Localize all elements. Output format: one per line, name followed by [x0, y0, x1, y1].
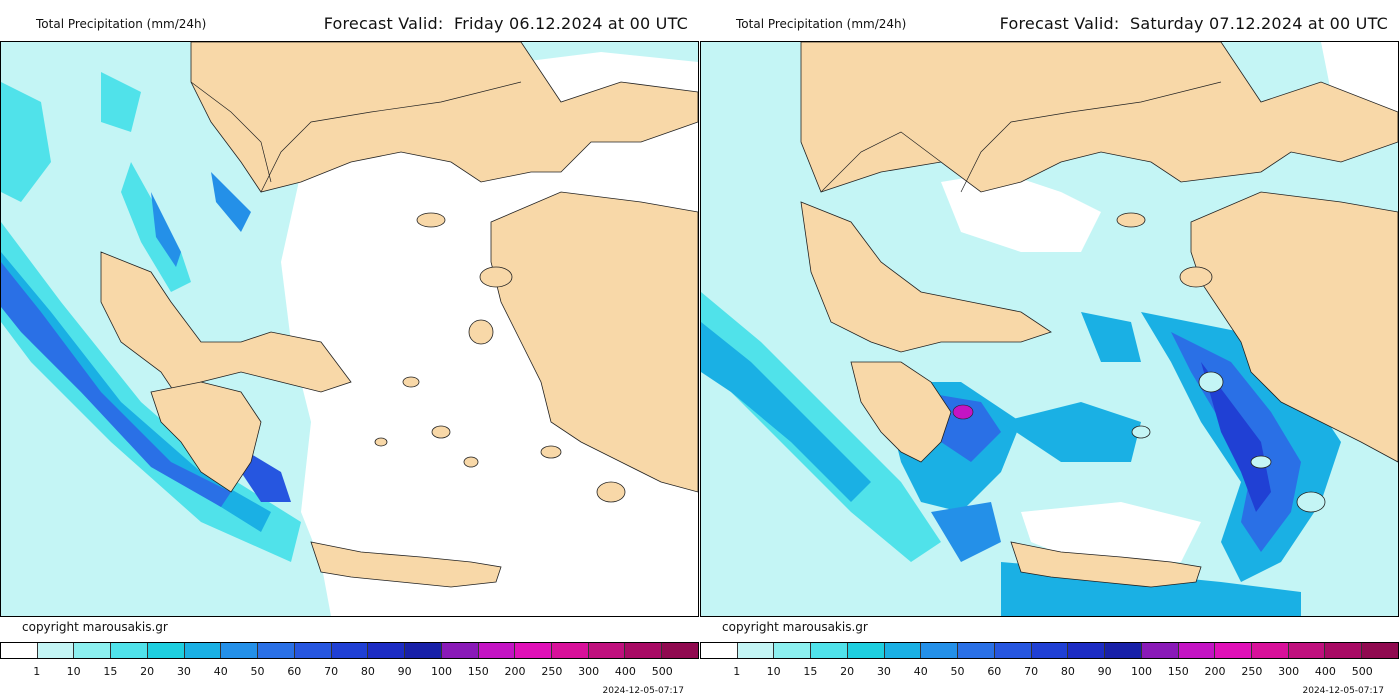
- legend-swatch: [1325, 643, 1363, 658]
- legend-tick-label: 1: [33, 665, 41, 678]
- legend-tick-label: 50: [950, 665, 965, 678]
- legend-tick-label: 70: [1024, 665, 1039, 678]
- legend-tick-label: 40: [213, 665, 228, 678]
- legend-swatch: [478, 643, 516, 658]
- legend-tick-label: 10: [766, 665, 781, 678]
- precipitation-legend-bar: [0, 642, 699, 659]
- legend-swatch: [847, 643, 885, 658]
- legend-tick-label: 90: [397, 665, 412, 678]
- legend-ticks: 1 10 15 20 30 40 50 60 70 80 90 100 150 200 250 300 400 5…: [700, 665, 1399, 679]
- legend-swatch: [588, 643, 626, 658]
- legend-swatch: [737, 643, 775, 658]
- legend-tick-label: 300: [578, 665, 600, 678]
- legend-swatch: [221, 643, 259, 658]
- legend-swatch: [921, 643, 959, 658]
- legend-swatch: [405, 643, 442, 658]
- legend-tick-label: 500: [651, 665, 673, 678]
- legend-tick-label: 60: [987, 665, 1002, 678]
- legend-tick-label: 30: [876, 665, 891, 678]
- legend-tick-label: 150: [1167, 665, 1189, 678]
- legend-tick-label: 400: [1314, 665, 1336, 678]
- legend-swatch: [958, 643, 995, 658]
- legend-swatch: [774, 643, 812, 658]
- panel-title: Total Precipitation (mm/24h): [36, 17, 207, 31]
- copyright-label: copyright marousakis.gr: [722, 620, 868, 634]
- legend-tick-label: 150: [467, 665, 489, 678]
- legend-swatch: [1178, 643, 1216, 658]
- legend-tick-label: 100: [430, 665, 452, 678]
- legend-tick-label: 40: [913, 665, 928, 678]
- precipitation-map: [700, 41, 1399, 617]
- legend-tick-label: 1: [733, 665, 741, 678]
- legend-swatch: [294, 643, 332, 658]
- legend-tick-label: 20: [840, 665, 855, 678]
- legend-tick-label: 15: [803, 665, 818, 678]
- legend-swatch: [552, 643, 589, 658]
- legend-swatch: [37, 643, 75, 658]
- legend-tick-label: 20: [140, 665, 155, 678]
- forecast-panel-saturday: Total Precipitation (mm/24h) Forecast Va…: [700, 0, 1400, 700]
- legend-tick-label: 200: [1204, 665, 1226, 678]
- legend-ticks: 1 10 15 20 30 40 50 60 70 80 90 100 150 200 250 300 400 5…: [0, 665, 699, 679]
- legend-tick-label: 500: [1351, 665, 1373, 678]
- legend-swatch: [1252, 643, 1289, 658]
- legend-tick-label: 30: [176, 665, 191, 678]
- legend-swatch: [147, 643, 185, 658]
- legend-swatch: [884, 643, 922, 658]
- map-canvas: [701, 42, 1398, 616]
- legend-tick-label: 300: [1278, 665, 1300, 678]
- legend-swatch: [368, 643, 406, 658]
- legend-tick-label: 80: [1060, 665, 1075, 678]
- legend-swatch: [515, 643, 553, 658]
- legend-tick-label: 80: [360, 665, 375, 678]
- legend-swatch: [331, 643, 369, 658]
- copyright-label: copyright marousakis.gr: [22, 620, 168, 634]
- generated-timestamp: 2024-12-05-07:17: [1302, 686, 1385, 696]
- legend-tick-label: 70: [324, 665, 339, 678]
- legend-swatch: [1362, 643, 1398, 658]
- forecast-valid-label: Forecast Valid: Saturday 07.12.2024 at 0…: [999, 14, 1388, 33]
- legend-swatch: [1141, 643, 1179, 658]
- panel-title: Total Precipitation (mm/24h): [736, 17, 907, 31]
- legend-tick-label: 50: [250, 665, 265, 678]
- legend-swatch: [1105, 643, 1142, 658]
- forecast-valid-label: Forecast Valid: Friday 06.12.2024 at 00 …: [323, 14, 688, 33]
- legend-tick-label: 100: [1130, 665, 1152, 678]
- legend-swatch: [701, 643, 738, 658]
- legend-swatch: [74, 643, 112, 658]
- legend-tick-label: 60: [287, 665, 302, 678]
- legend-swatch: [811, 643, 848, 658]
- forecast-panel-friday: Total Precipitation (mm/24h) Forecast Va…: [0, 14, 699, 696]
- legend-tick-label: 90: [1097, 665, 1112, 678]
- legend-swatch: [1288, 643, 1326, 658]
- legend-swatch: [441, 643, 479, 658]
- legend-swatch: [184, 643, 222, 658]
- legend-tick-label: 200: [504, 665, 526, 678]
- legend-swatch: [1215, 643, 1253, 658]
- legend-tick-label: 10: [66, 665, 81, 678]
- legend-tick-label: 250: [541, 665, 563, 678]
- legend-tick-label: 15: [103, 665, 118, 678]
- legend-swatch: [1, 643, 38, 658]
- map-canvas: [1, 42, 698, 616]
- legend-swatch: [258, 643, 295, 658]
- legend-swatch: [662, 643, 698, 658]
- legend-swatch: [625, 643, 663, 658]
- legend-swatch: [1031, 643, 1069, 658]
- legend-tick-label: 250: [1241, 665, 1263, 678]
- legend-swatch: [994, 643, 1032, 658]
- legend-swatch: [111, 643, 148, 658]
- generated-timestamp: 2024-12-05-07:17: [602, 686, 685, 696]
- precipitation-map: [0, 41, 699, 617]
- precipitation-legend-bar: [700, 642, 1399, 659]
- legend-tick-label: 400: [614, 665, 636, 678]
- legend-swatch: [1068, 643, 1106, 658]
